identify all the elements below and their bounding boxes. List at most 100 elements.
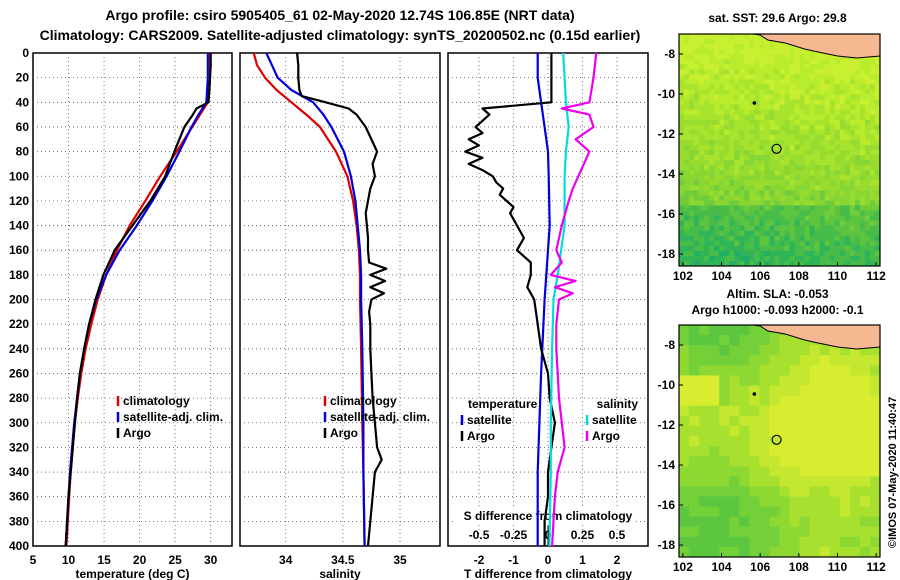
sst_map-cell bbox=[684, 74, 690, 80]
sst_map-cell bbox=[714, 139, 720, 146]
sla_map-cell bbox=[859, 516, 871, 528]
sla_map-cell bbox=[759, 476, 770, 487]
sst_map-cell bbox=[854, 230, 861, 237]
depth-tick-label: 200 bbox=[9, 293, 29, 307]
sla_map-cell bbox=[769, 486, 780, 497]
sst_map-cell bbox=[809, 235, 816, 242]
sst_map-cell bbox=[829, 114, 836, 121]
sst_map-cell bbox=[734, 260, 740, 267]
sst_map-cell bbox=[754, 225, 760, 232]
sst_map-cell bbox=[779, 104, 786, 111]
sst_map-cell bbox=[824, 114, 831, 121]
sst_map-cell bbox=[864, 220, 871, 227]
sla_map-cell bbox=[759, 435, 770, 447]
sst_map-cell bbox=[699, 34, 705, 40]
sst_map-cell bbox=[819, 104, 826, 111]
sst_map-cell bbox=[769, 155, 775, 161]
sst_map-cell bbox=[699, 185, 705, 191]
sst_map-cell bbox=[844, 134, 851, 141]
sst_map-cell bbox=[699, 190, 705, 196]
sla_map-cell bbox=[709, 415, 720, 427]
sst_map-cell bbox=[764, 185, 770, 191]
sst_map-cell bbox=[869, 190, 876, 196]
sst_map-cell bbox=[839, 245, 846, 252]
sst_map-cell bbox=[769, 170, 775, 176]
sst_map-cell bbox=[789, 49, 796, 55]
sla_map-cell bbox=[719, 526, 730, 538]
sla_map-cell bbox=[839, 496, 851, 508]
sst_map-cell bbox=[679, 220, 685, 227]
sst_map-cell bbox=[799, 200, 806, 206]
sst_map-cell bbox=[714, 195, 720, 201]
sla_map-lat-tick-label: -14 bbox=[658, 458, 676, 472]
sst_map-cell bbox=[749, 155, 755, 161]
sst_map-cell bbox=[834, 74, 841, 80]
sst_map-cell bbox=[694, 210, 700, 217]
sst_map-cell bbox=[854, 235, 861, 242]
sst_map-cell bbox=[869, 124, 876, 131]
sla_map-cell bbox=[739, 425, 750, 437]
sst_map-cell bbox=[859, 225, 866, 232]
sst_map-cell bbox=[869, 250, 876, 257]
sla_map-cell bbox=[799, 405, 811, 417]
sst_map-cell bbox=[754, 215, 760, 222]
sst_map-cell bbox=[829, 245, 836, 252]
sst_map-cell bbox=[794, 195, 801, 201]
sst_map-cell bbox=[709, 190, 715, 196]
sst_map-cell bbox=[849, 69, 856, 75]
sst_map-cell bbox=[794, 104, 801, 111]
sla_map-cell bbox=[829, 425, 841, 437]
sst_map-cell bbox=[759, 54, 765, 60]
sst_map-cell bbox=[874, 94, 881, 101]
sst_map-cell bbox=[859, 205, 866, 212]
sst_map-cell bbox=[834, 104, 841, 111]
sst_map-cell bbox=[714, 175, 720, 181]
sst_map-cell bbox=[849, 235, 856, 242]
sst_map-cell bbox=[869, 255, 876, 262]
sst_map-cell bbox=[744, 210, 750, 217]
depth-tick-label: 280 bbox=[9, 391, 29, 405]
sst_map-cell bbox=[679, 235, 685, 242]
sst_map-cell bbox=[704, 64, 710, 70]
sst_map-cell bbox=[824, 64, 831, 70]
sla_map-cell bbox=[759, 466, 770, 477]
legend-temperature-item: satellite bbox=[467, 413, 512, 427]
sst_map-cell bbox=[704, 109, 710, 116]
sst_map-cell bbox=[814, 240, 821, 247]
sst_map-cell bbox=[829, 119, 836, 126]
sla_map-cell bbox=[709, 355, 720, 366]
sst_map-cell bbox=[869, 139, 876, 146]
sst_map-cell bbox=[824, 200, 831, 206]
sst_map-cell bbox=[814, 185, 821, 191]
sst_map-cell bbox=[709, 250, 715, 257]
sst_map-cell bbox=[754, 134, 760, 141]
sst_map-cell bbox=[689, 64, 695, 70]
sst_map-cell bbox=[749, 44, 755, 50]
sla_map-cell bbox=[719, 506, 730, 518]
sst_map-cell bbox=[774, 205, 781, 212]
sst_map-cell bbox=[819, 220, 826, 227]
sst_map-cell bbox=[834, 144, 841, 151]
sst_map-cell bbox=[709, 225, 715, 232]
sst_map-cell bbox=[754, 74, 760, 80]
sla_map-cell bbox=[839, 516, 851, 528]
sla_map-cell bbox=[799, 506, 811, 518]
sst_map-cell bbox=[819, 190, 826, 196]
sst_map-cell bbox=[864, 230, 871, 237]
sst_map-cell bbox=[759, 104, 765, 111]
sst_map-cell bbox=[759, 94, 765, 101]
sla_map-cell bbox=[689, 536, 700, 548]
sst_map-cell bbox=[874, 250, 881, 257]
sla_map-cell bbox=[789, 446, 801, 457]
sst_map-lat-tick-label: -14 bbox=[658, 167, 676, 181]
sst_map-cell bbox=[719, 49, 725, 55]
sst_map-cell bbox=[864, 155, 871, 161]
sst_map-cell bbox=[864, 190, 871, 196]
sst_map-cell bbox=[759, 260, 765, 267]
sst_map-cell bbox=[844, 260, 851, 267]
sla_map-cell bbox=[859, 425, 871, 437]
sst_map-cell bbox=[749, 160, 755, 166]
sla_map-cell bbox=[859, 546, 871, 558]
sst_map-cell bbox=[704, 124, 710, 131]
sst_map-cell bbox=[684, 144, 690, 151]
